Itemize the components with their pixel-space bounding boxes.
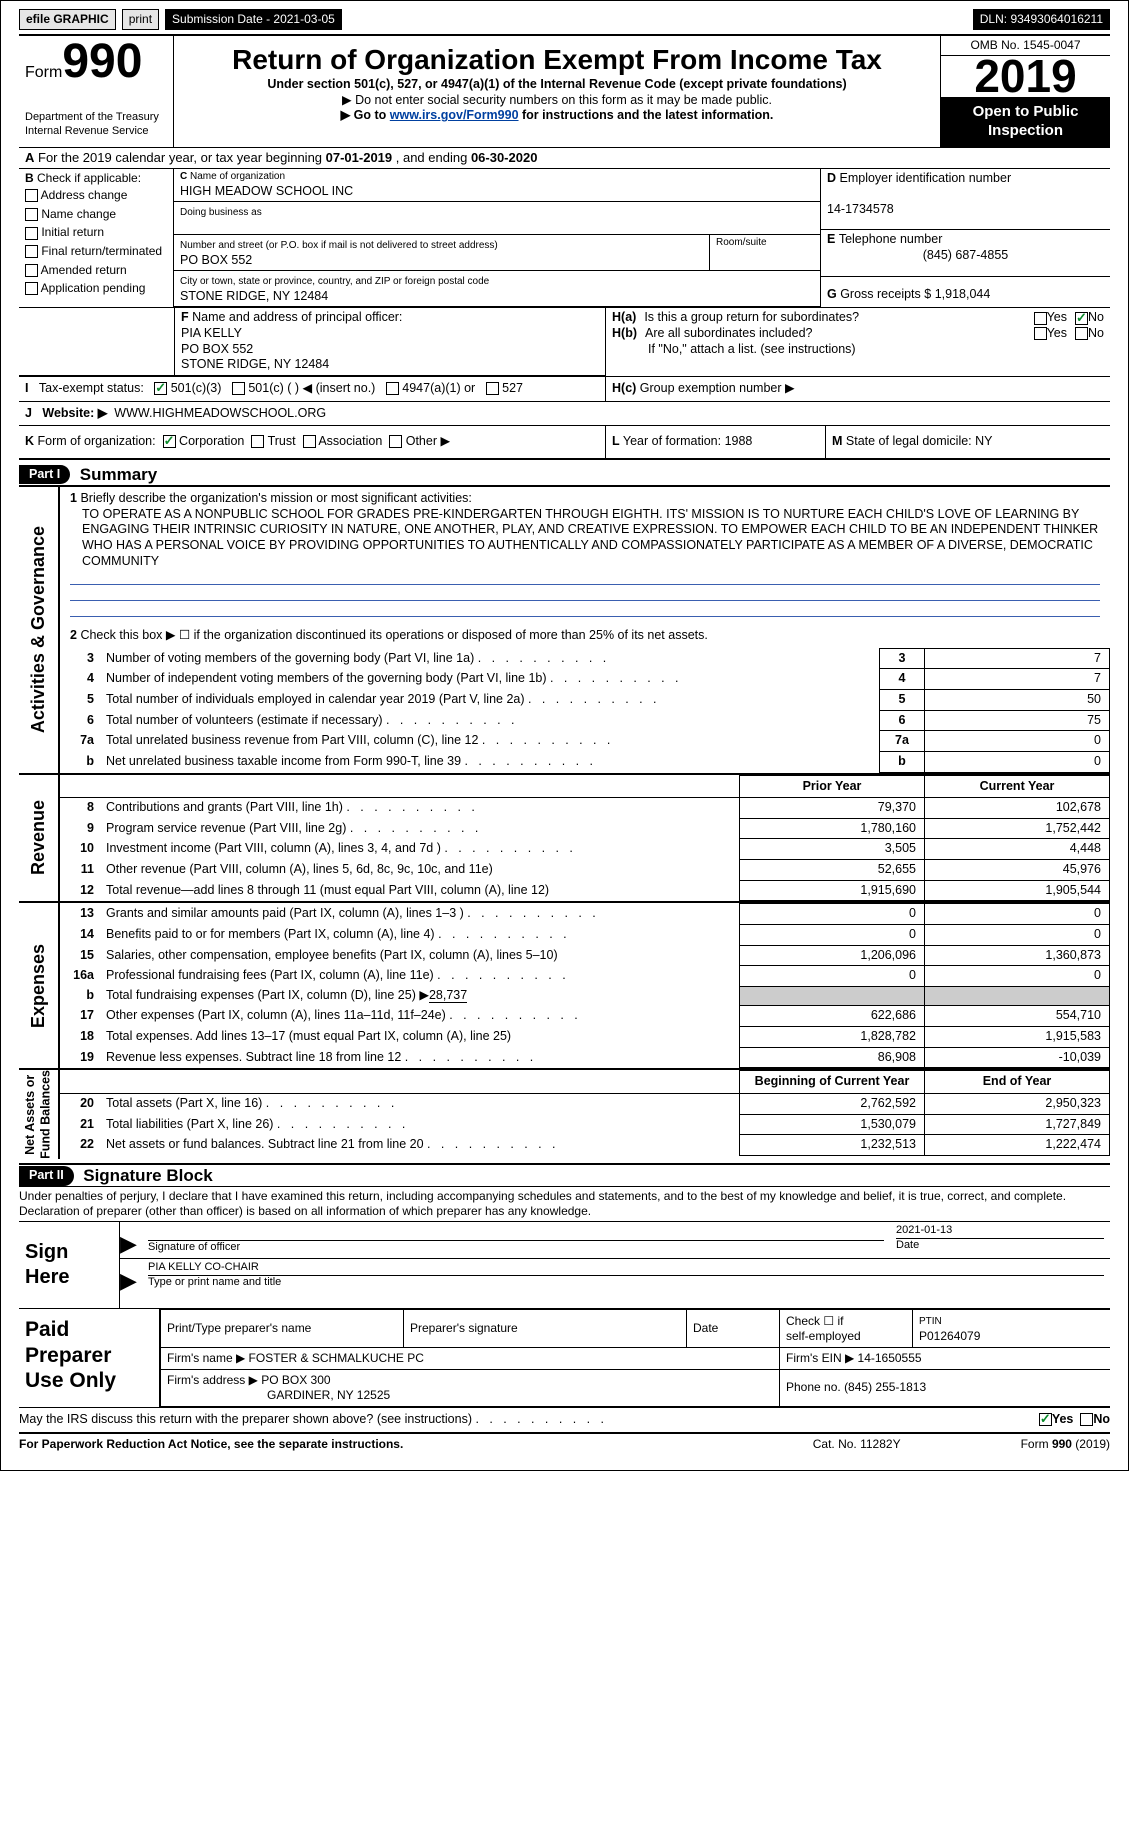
form-number: Form990 xyxy=(25,40,167,83)
sig-date: 2021-01-13 xyxy=(896,1224,1104,1238)
g-label: Gross receipts $ xyxy=(840,287,934,301)
part-2-title: Signature Block xyxy=(83,1165,212,1186)
footer-pra: For Paperwork Reduction Act Notice, see … xyxy=(19,1437,403,1452)
part-2-header: Part II xyxy=(19,1166,74,1186)
declaration: Under penalties of perjury, I declare th… xyxy=(19,1186,1110,1221)
phone: (845) 687-4855 xyxy=(827,248,1104,264)
tab-net-assets: Net Assets orFund Balances xyxy=(23,1070,54,1159)
cb-501c3[interactable] xyxy=(154,382,167,395)
cb-other[interactable] xyxy=(389,435,402,448)
city-label: City or town, state or province, country… xyxy=(180,276,489,287)
hb-note: If "No," attach a list. (see instruction… xyxy=(612,342,1104,358)
efile-label: efile GRAPHIC xyxy=(26,12,109,26)
cb-association[interactable] xyxy=(303,435,316,448)
m-label: State of legal domicile: xyxy=(846,434,975,448)
dept-treasury: Department of the Treasury xyxy=(25,111,167,125)
net-assets-table: Beginning of Current YearEnd of Year 20T… xyxy=(60,1070,1110,1156)
arrow-icon: ▶ xyxy=(120,1259,142,1295)
footer-cat: Cat. No. 11282Y xyxy=(813,1437,901,1452)
l-label: Year of formation: xyxy=(623,434,725,448)
hb-no[interactable]: No xyxy=(1075,326,1104,342)
b-label: Check if applicable: xyxy=(37,171,141,185)
irs-link[interactable]: www.irs.gov/Form990 xyxy=(390,108,519,122)
website[interactable]: WWW.HIGHMEADOWSCHOOL.ORG xyxy=(114,406,326,420)
submission-date: Submission Date - 2021-03-05 xyxy=(165,9,342,30)
sign-here-label: Sign Here xyxy=(19,1222,119,1308)
revenue-table: Prior YearCurrent Year 8Contributions an… xyxy=(60,775,1110,902)
subtitle-2: ▶ Do not enter social security numbers o… xyxy=(180,93,934,109)
line-2: Check this box ▶ ☐ if the organization d… xyxy=(80,628,707,642)
subtitle-3: ▶ Go to www.irs.gov/Form990 for instruct… xyxy=(180,108,934,124)
j-label: Website: ▶ xyxy=(42,406,107,420)
open-to-public: Open to Public Inspection xyxy=(941,97,1110,147)
may-no[interactable]: No xyxy=(1080,1412,1110,1428)
part-1-header: Part I xyxy=(19,465,70,485)
hb-yes[interactable]: Yes xyxy=(1034,326,1067,342)
print-button[interactable]: print xyxy=(122,9,159,30)
cb-initial-return[interactable]: Initial return xyxy=(25,223,167,242)
page-title: Return of Organization Exempt From Incom… xyxy=(180,42,934,77)
cb-name-change[interactable]: Name change xyxy=(25,205,167,224)
cb-address-change[interactable]: Address change xyxy=(25,186,167,205)
k-label: Form of organization: xyxy=(38,434,156,448)
ha-yes[interactable]: Yes xyxy=(1034,310,1067,326)
may-irs-discuss: May the IRS discuss this return with the… xyxy=(19,1412,1039,1428)
dln: DLN: 93493064016211 xyxy=(973,9,1110,30)
officer-addr-2: STONE RIDGE, NY 12484 xyxy=(181,357,329,371)
f-label: Name and address of principal officer: xyxy=(192,310,402,324)
org-name: HIGH MEADOW SCHOOL INC xyxy=(180,184,814,200)
expenses-table: 13Grants and similar amounts paid (Part … xyxy=(60,903,1110,1068)
d-label: Employer identification number xyxy=(840,171,1012,185)
may-yes[interactable]: Yes xyxy=(1039,1412,1074,1428)
cb-527[interactable] xyxy=(486,382,499,395)
room-suite-label: Room/suite xyxy=(710,235,820,270)
ha-no[interactable]: No xyxy=(1075,310,1104,326)
cb-final-return[interactable]: Final return/terminated xyxy=(25,242,167,261)
footer-form: Form 990 (2019) xyxy=(1021,1437,1110,1452)
ha-label: Is this a group return for subordinates? xyxy=(644,310,1025,326)
tab-revenue: Revenue xyxy=(27,800,50,875)
org-city: STONE RIDGE, NY 12484 xyxy=(180,289,328,303)
e-label: Telephone number xyxy=(839,232,943,246)
tax-year: 2019 xyxy=(941,56,1110,97)
officer-name: PIA KELLY xyxy=(181,326,242,340)
mission-text: TO OPERATE AS A NONPUBLIC SCHOOL FOR GRA… xyxy=(70,507,1100,570)
officer-addr-1: PO BOX 552 xyxy=(181,342,253,356)
line-a: A For the 2019 calendar year, or tax yea… xyxy=(19,147,1110,169)
i-label: Tax-exempt status: xyxy=(39,381,144,395)
part-1-title: Summary xyxy=(80,464,157,485)
org-street: PO BOX 552 xyxy=(180,253,252,267)
type-name-label: Type or print name and title xyxy=(148,1275,1104,1290)
hc-label: Group exemption number ▶ xyxy=(640,381,795,395)
efile-button[interactable]: efile GRAPHIC xyxy=(19,9,116,30)
cb-501c[interactable] xyxy=(232,382,245,395)
officer-printed-name: PIA KELLY CO-CHAIR xyxy=(148,1261,1104,1275)
gross-receipts: 1,918,044 xyxy=(935,287,991,301)
cb-4947[interactable] xyxy=(386,382,399,395)
addr-label: Number and street (or P.O. box if mail i… xyxy=(180,240,498,251)
cb-amended-return[interactable]: Amended return xyxy=(25,261,167,280)
dba-label: Doing business as xyxy=(180,207,262,218)
mission-q: Briefly describe the organization's miss… xyxy=(80,491,471,505)
arrow-icon: ▶ xyxy=(120,1222,142,1258)
c-name-label: Name of organization xyxy=(190,171,285,182)
date-label: Date xyxy=(896,1238,1104,1253)
preparer-table: Print/Type preparer's name Preparer's si… xyxy=(160,1309,1110,1407)
paid-preparer-label: Paid Preparer Use Only xyxy=(19,1309,159,1407)
subtitle-1: Under section 501(c), 527, or 4947(a)(1)… xyxy=(180,77,934,93)
tab-expenses: Expenses xyxy=(27,944,50,1028)
ein: 14-1734578 xyxy=(827,202,894,216)
irs-label: Internal Revenue Service xyxy=(25,125,167,139)
sig-officer-label: Signature of officer xyxy=(148,1240,884,1255)
state-domicile: NY xyxy=(975,434,992,448)
tab-activities-governance: Activities & Governance xyxy=(27,526,50,733)
cb-application-pending[interactable]: Application pending xyxy=(25,279,167,298)
year-formation: 1988 xyxy=(725,434,753,448)
hb-label: Are all subordinates included? xyxy=(645,326,1026,342)
cb-corporation[interactable] xyxy=(163,435,176,448)
cb-trust[interactable] xyxy=(251,435,264,448)
governance-table: 3Number of voting members of the governi… xyxy=(60,648,1110,773)
